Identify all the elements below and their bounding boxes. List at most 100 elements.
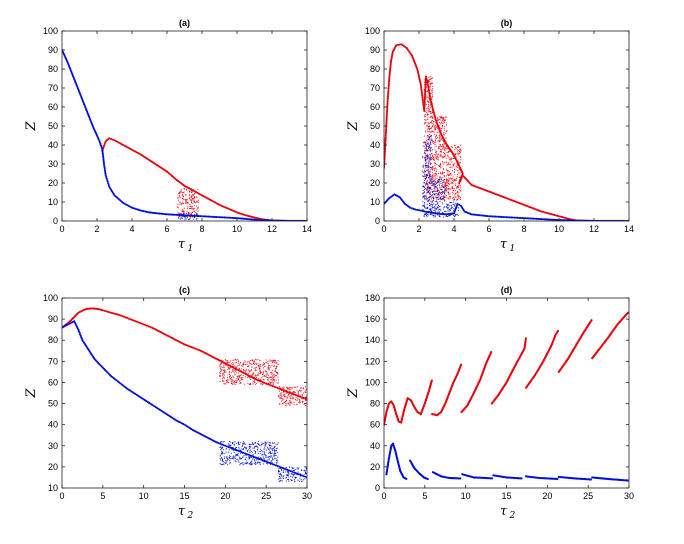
band-point (422, 172, 424, 174)
band-point (221, 444, 223, 446)
band-point (251, 442, 254, 444)
band-point (296, 467, 298, 469)
band-point (428, 111, 430, 113)
band-point (430, 150, 432, 152)
band-point (451, 150, 453, 153)
band-point (237, 460, 239, 462)
band-point (305, 404, 307, 406)
data-point (459, 477, 462, 480)
data-point (234, 217, 237, 220)
band-point (253, 376, 255, 378)
band-point (228, 379, 230, 381)
band-point (426, 90, 428, 92)
band-point (264, 448, 266, 450)
band-point (453, 198, 455, 200)
band-region (430, 178, 446, 218)
band-point (428, 98, 430, 100)
series-min-segments (385, 442, 629, 482)
band-point (295, 468, 297, 470)
band-point (458, 167, 460, 169)
band-point (260, 383, 262, 385)
data-point (198, 349, 201, 352)
band-point (278, 397, 280, 399)
band-point (436, 200, 438, 202)
band-point (448, 214, 450, 217)
data-point (287, 391, 291, 394)
band-point (429, 179, 431, 181)
band-point (287, 402, 289, 404)
band-point (439, 176, 441, 178)
band-point (427, 166, 429, 168)
band-point (432, 155, 434, 158)
band-point (239, 458, 242, 460)
data-point (385, 127, 388, 131)
band-point (275, 450, 277, 452)
band-point (243, 463, 245, 465)
band-point (435, 158, 438, 160)
band-point (449, 210, 451, 212)
band-point (268, 366, 270, 368)
band-point (234, 455, 236, 457)
chart-title: (c) (179, 285, 190, 295)
band-point (305, 469, 307, 471)
data-point (417, 209, 421, 212)
band-point (248, 369, 250, 371)
band-point (426, 213, 429, 215)
band-point (219, 458, 221, 460)
data-point (297, 473, 300, 476)
band-point (449, 160, 451, 162)
band-point (432, 156, 435, 159)
band-point (434, 189, 436, 191)
band-point (303, 398, 305, 400)
band-point (431, 77, 433, 79)
band-point (427, 123, 429, 125)
band-point (436, 203, 438, 205)
band-point (297, 392, 299, 394)
band-point (237, 362, 239, 364)
band-point (442, 118, 444, 120)
band-point (429, 204, 431, 206)
band-point (444, 129, 446, 131)
band-point (434, 140, 437, 142)
band-point (234, 441, 236, 443)
band-point (237, 453, 239, 455)
band-point (189, 199, 191, 201)
band-point (249, 462, 251, 464)
band-point (299, 394, 301, 396)
band-point (428, 183, 430, 185)
band-point (274, 446, 276, 448)
data-point (553, 218, 556, 221)
data-point (102, 144, 106, 147)
band-point (445, 122, 447, 124)
band-point (243, 442, 245, 444)
band-point (197, 206, 199, 208)
band-point (271, 461, 273, 463)
band-point (454, 179, 456, 181)
band-point (228, 441, 231, 443)
band-point (441, 138, 443, 140)
band-point (442, 167, 444, 169)
band-point (230, 383, 233, 385)
band-point (428, 108, 431, 110)
band-point (301, 401, 304, 403)
band-point (439, 209, 441, 211)
band-point (261, 376, 263, 378)
x-tick-label: 20 (220, 491, 230, 501)
band-point (449, 177, 452, 179)
data-point (227, 216, 231, 219)
band-point (250, 443, 252, 446)
band-point (431, 101, 433, 103)
band-point (430, 180, 432, 182)
band-point (225, 371, 227, 373)
band-point (444, 155, 446, 157)
band-point (251, 366, 253, 368)
plot-area (384, 43, 629, 221)
band-point (268, 369, 270, 371)
band-point (446, 190, 448, 192)
data-point (299, 395, 302, 398)
band-point (263, 379, 265, 381)
band-point (261, 383, 263, 385)
band-point (444, 119, 447, 121)
band-point (227, 459, 229, 461)
